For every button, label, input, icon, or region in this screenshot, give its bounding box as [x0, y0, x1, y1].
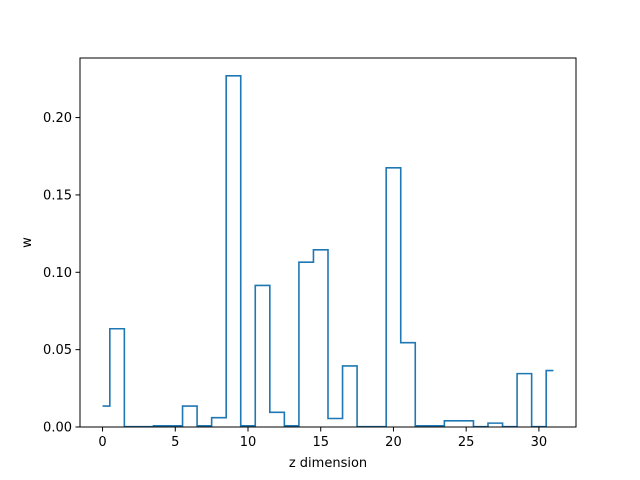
y-tick-label: 0.20 [43, 111, 72, 126]
x-tick-label: 5 [171, 435, 179, 450]
y-tick-label: 0.15 [43, 188, 72, 203]
series-line [102, 74, 554, 428]
y-axis-ticks: 0.00 0.05 0.10 0.15 0.20 [43, 111, 80, 436]
x-tick-label: 25 [458, 435, 475, 450]
x-axis-label: z dimension [289, 456, 367, 471]
y-tick-label: 0.05 [43, 343, 72, 358]
plot-frame [79, 57, 577, 428]
x-tick-label: 10 [240, 435, 257, 450]
y-tick-label: 0.10 [43, 266, 72, 281]
x-tick-label: 20 [385, 435, 402, 450]
y-tick-label: 0.00 [43, 421, 72, 436]
x-tick-label: 30 [531, 435, 548, 450]
y-axis-label: w [20, 237, 35, 248]
x-tick-label: 0 [98, 435, 106, 450]
x-axis-ticks: 0 5 10 15 20 25 30 [98, 427, 547, 450]
x-tick-label: 15 [312, 435, 329, 450]
